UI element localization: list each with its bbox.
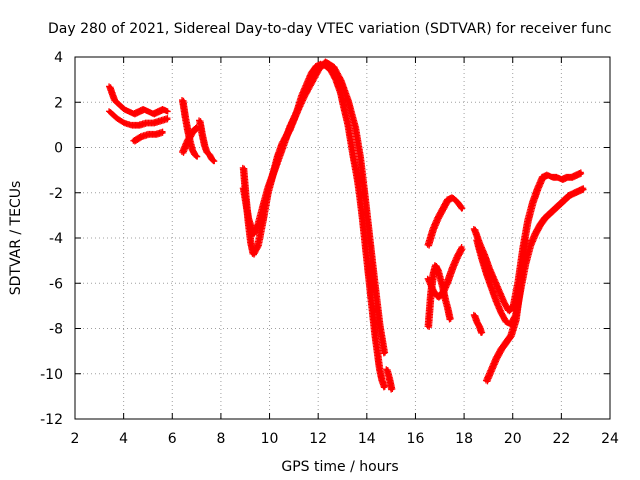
data-point [458, 244, 465, 251]
y-tick-label: -2 [49, 186, 63, 202]
data-point [193, 153, 200, 160]
series-seg-e3 [482, 235, 530, 385]
series-seg-c2 [239, 58, 389, 357]
x-tick-labels: 2 4 6 8 10 12 14 16 18 20 22 24 [71, 431, 619, 447]
x-tick-label: 18 [455, 431, 473, 447]
series-seg-d3 [424, 244, 466, 301]
y-tick-labels: 4 2 0 -2 -4 -6 -8 -10 -12 [40, 50, 63, 428]
data-point [446, 316, 453, 323]
x-axis-label: GPS time / hours [281, 459, 398, 475]
x-tick-label: 20 [504, 431, 522, 447]
y-tick-label: -12 [40, 412, 63, 428]
data-point [382, 349, 389, 356]
x-tick-label: 2 [71, 431, 80, 447]
x-tick-label: 24 [601, 431, 619, 447]
data-point [164, 108, 171, 115]
series-seg-a2 [106, 108, 171, 129]
data-point [580, 185, 587, 192]
y-axis-label: SDTVAR / TECUs [8, 181, 24, 296]
data-point [159, 128, 166, 135]
data-point [380, 384, 387, 391]
data-point [388, 386, 395, 393]
y-tick-label: -6 [49, 276, 63, 292]
data-point [380, 350, 387, 357]
series-seg-b3 [179, 124, 201, 156]
x-tick-label: 8 [216, 431, 225, 447]
series-seg-e4 [470, 311, 486, 337]
data-point [458, 205, 465, 212]
series-seg-b2 [196, 117, 218, 165]
data-point [478, 330, 485, 337]
series-seg-d1 [424, 194, 466, 249]
data-point [164, 115, 171, 122]
y-tick-label: -8 [49, 322, 63, 338]
x-tick-label: 14 [358, 431, 376, 447]
y-tick-label: -4 [49, 231, 63, 247]
data-point [521, 235, 528, 241]
x-tick-label: 10 [261, 431, 279, 447]
data-point [577, 169, 584, 176]
x-tick-label: 12 [309, 431, 327, 447]
series-seg-c3 [383, 366, 396, 393]
x-tick-label: 16 [407, 431, 425, 447]
y-tick-label: 4 [54, 50, 63, 66]
x-tick-label: 22 [552, 431, 570, 447]
y-tick-label: -10 [40, 367, 63, 383]
chart-title: Day 280 of 2021, Sidereal Day-to-day VTE… [48, 21, 612, 37]
plot-frame [74, 56, 611, 420]
series-seg-a1 [106, 83, 171, 118]
series-seg-a3 [130, 128, 166, 145]
x-tick-label: 4 [119, 431, 128, 447]
grid-lines [75, 57, 610, 419]
y-tick-label: 2 [54, 95, 63, 111]
data-point [193, 124, 200, 131]
x-tick-label: 6 [168, 431, 177, 447]
data-point [210, 158, 217, 165]
y-tick-label: 0 [54, 141, 63, 157]
data-points [106, 58, 587, 393]
